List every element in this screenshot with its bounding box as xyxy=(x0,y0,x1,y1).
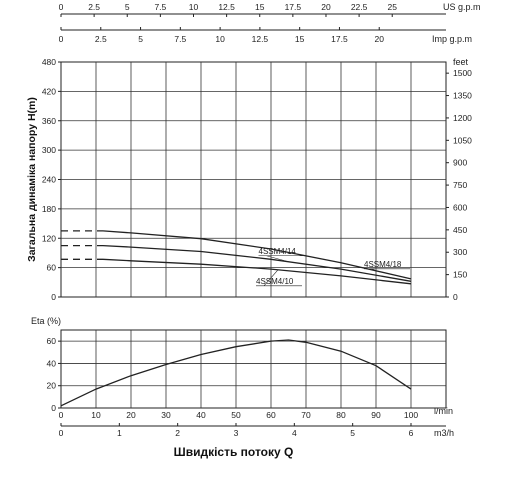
eta-y-tick-label: 20 xyxy=(47,381,57,391)
imp-gpm-tick-label: 10 xyxy=(215,34,225,44)
imp-gpm-tick-label: 12.5 xyxy=(252,34,269,44)
feet-tick-label: 750 xyxy=(453,180,467,190)
feet-tick-label: 900 xyxy=(453,158,467,168)
eta-plot-frame xyxy=(60,329,447,409)
m3h-unit: m3/h xyxy=(434,428,454,438)
lmin-tick-label: 10 xyxy=(91,410,101,420)
feet-tick-label: 300 xyxy=(453,247,467,257)
series-label: 4SSM4/14 xyxy=(259,247,297,256)
us-gpm-tick-label: 15 xyxy=(255,2,265,12)
us-gpm-tick-label: 17.5 xyxy=(285,2,302,12)
head-y-tick-label: 300 xyxy=(42,145,56,155)
m3h-tick-label: 3 xyxy=(234,428,239,438)
feet-tick-label: 150 xyxy=(453,270,467,280)
head-y-tick-label: 120 xyxy=(42,233,56,243)
head-y-axis-title: Загальна динаміка напору H(m) xyxy=(26,97,38,262)
m3h-tick-label: 0 xyxy=(59,428,64,438)
us-gpm-tick-label: 2.5 xyxy=(88,2,100,12)
feet-tick-label: 1500 xyxy=(453,68,472,78)
feet-tick-label: 0 xyxy=(453,292,458,302)
feet-tick-label: 600 xyxy=(453,202,467,212)
series-label: 4SSM4/18 xyxy=(364,260,402,269)
eta-y-tick-label: 0 xyxy=(51,403,56,413)
us-gpm-tick-label: 25 xyxy=(387,2,397,12)
feet-tick-label: 1050 xyxy=(453,135,472,145)
lmin-tick-label: 50 xyxy=(231,410,241,420)
us-gpm-tick-label: 5 xyxy=(125,2,130,12)
us-gpm-tick-label: 20 xyxy=(321,2,331,12)
head-chart: 0601201802403003604204800150300450600750… xyxy=(26,2,481,302)
eta-y-axis-title: Eta (%) xyxy=(31,316,61,326)
us-gpm-tick-label: 0 xyxy=(59,2,64,12)
m3h-tick-label: 1 xyxy=(117,428,122,438)
imp-gpm-tick-label: 5 xyxy=(138,34,143,44)
eta-curve xyxy=(60,339,412,407)
lmin-tick-label: 70 xyxy=(301,410,311,420)
imp-gpm-tick-label: 2.5 xyxy=(95,34,107,44)
m3h-tick-label: 4 xyxy=(292,428,297,438)
lmin-tick-label: 100 xyxy=(404,410,418,420)
eta-y-tick-label: 60 xyxy=(47,336,57,346)
m3h-tick-label: 2 xyxy=(175,428,180,438)
feet-tick-label: 1200 xyxy=(453,113,472,123)
imp-gpm-tick-label: 20 xyxy=(374,34,384,44)
head-y-tick-label: 480 xyxy=(42,57,56,67)
feet-unit: feet xyxy=(453,57,469,67)
series-label-leader xyxy=(263,269,279,286)
head-y-tick-label: 360 xyxy=(42,116,56,126)
imp-gpm-unit: Imp g.p.m xyxy=(432,34,472,44)
head-y-tick-label: 60 xyxy=(47,263,57,273)
x-axis-title: Швидкість потоку Q xyxy=(174,445,294,459)
us-gpm-unit: US g.p.m xyxy=(443,2,481,12)
lmin-unit: l/min xyxy=(434,406,453,416)
head-curve xyxy=(102,258,412,285)
us-gpm-tick-label: 7.5 xyxy=(154,2,166,12)
lmin-tick-label: 40 xyxy=(196,410,206,420)
imp-gpm-tick-label: 15 xyxy=(295,34,305,44)
lmin-tick-label: 60 xyxy=(266,410,276,420)
eta-y-tick-label: 40 xyxy=(47,358,57,368)
m3h-tick-label: 5 xyxy=(350,428,355,438)
head-y-tick-label: 420 xyxy=(42,86,56,96)
us-gpm-tick-label: 10 xyxy=(189,2,199,12)
us-gpm-tick-label: 22.5 xyxy=(351,2,368,12)
m3h-tick-label: 6 xyxy=(409,428,414,438)
lmin-tick-label: 20 xyxy=(126,410,136,420)
series-label: 4SSM4/10 xyxy=(256,277,294,286)
us-gpm-tick-label: 12.5 xyxy=(218,2,235,12)
lmin-tick-label: 90 xyxy=(371,410,381,420)
imp-gpm-tick-label: 0 xyxy=(59,34,64,44)
head-y-tick-label: 240 xyxy=(42,175,56,185)
head-curve xyxy=(102,230,412,280)
imp-gpm-tick-label: 17.5 xyxy=(331,34,348,44)
lmin-tick-label: 0 xyxy=(59,410,64,420)
imp-gpm-tick-label: 7.5 xyxy=(174,34,186,44)
head-y-tick-label: 180 xyxy=(42,204,56,214)
feet-tick-label: 450 xyxy=(453,225,467,235)
lmin-tick-label: 30 xyxy=(161,410,171,420)
series-label-leader xyxy=(371,268,377,272)
head-curve xyxy=(102,244,412,282)
feet-tick-label: 1350 xyxy=(453,91,472,101)
lmin-tick-label: 80 xyxy=(336,410,346,420)
series-label-leader xyxy=(266,255,289,263)
head-y-tick-label: 0 xyxy=(51,292,56,302)
